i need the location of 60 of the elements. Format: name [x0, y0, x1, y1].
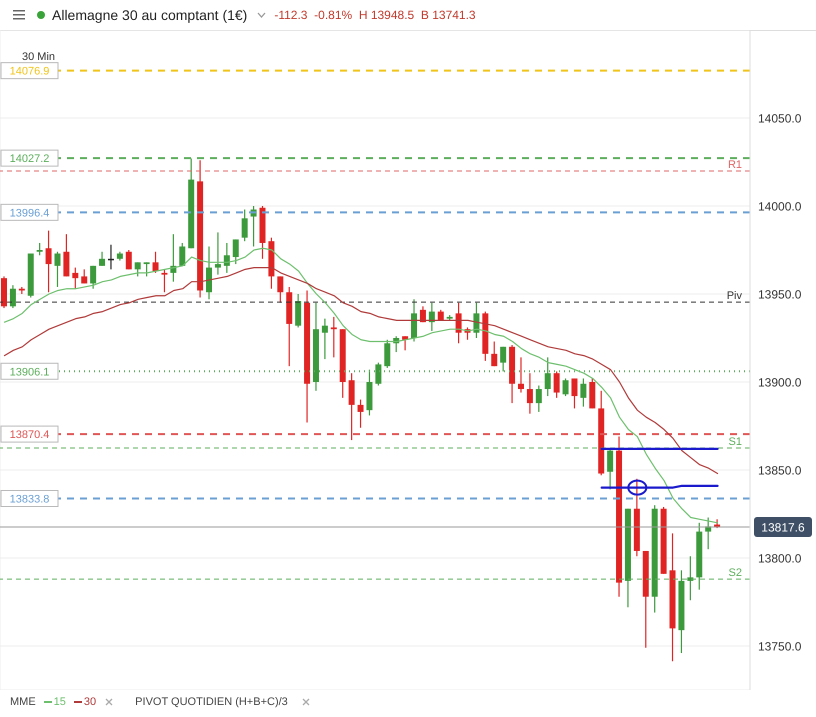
y-tick-label: 14050.0 [758, 111, 802, 126]
ref-line-label: S2 [728, 567, 742, 580]
candlestick [152, 251, 159, 274]
y-tick-label: 13900.0 [758, 375, 802, 390]
ref-line-label: 13996.4 [10, 207, 50, 220]
candlestick [179, 242, 186, 266]
candlestick [375, 362, 382, 386]
candlestick [126, 249, 132, 270]
candlestick [90, 265, 96, 290]
ref-line-label: S1 [728, 436, 742, 448]
ref-line-label: Piv [726, 290, 742, 302]
candlestick [232, 238, 239, 265]
y-tick-label: 13800.0 [758, 551, 802, 566]
ref-line-label: 14027.2 [10, 153, 50, 166]
chart-title: Allemagne 30 au comptant (1€) [52, 7, 248, 23]
legend-label: 30 [82, 696, 96, 708]
annotation: 30 Min [22, 51, 56, 63]
candlestick [134, 262, 141, 277]
line-series [4, 267, 718, 474]
candlestick [214, 232, 221, 276]
y-tick-label: 13850.0 [758, 463, 802, 478]
candlestick [544, 356, 551, 397]
ref-line-label: 13817.6 [761, 520, 806, 535]
ref-line-label: R1 [728, 158, 742, 171]
legend-label: 15 [52, 696, 66, 708]
y-tick-label: 14000.0 [758, 199, 802, 214]
chart-subtitle: -112.3 -0.81% H 13948.5 B 13741.3 [274, 8, 476, 22]
candlestick [607, 448, 614, 490]
candlestick [491, 340, 498, 367]
line-series [4, 248, 718, 524]
candlestick [384, 339, 390, 369]
candlestick [10, 284, 16, 309]
candlestick [580, 378, 586, 408]
candlestick [322, 318, 328, 360]
legend-title: MME [10, 696, 36, 708]
candlestick [277, 276, 284, 304]
candlestick [81, 268, 88, 284]
candlestick [428, 302, 435, 332]
candlestick [554, 370, 560, 398]
candlestick [99, 251, 106, 266]
candlestick [46, 230, 52, 293]
candlestick [72, 267, 78, 290]
text: PIVOT QUOTIDIEN (H+B+C)/3 [135, 696, 288, 708]
candlestick [562, 378, 569, 397]
ref-line-label: 14076.9 [10, 66, 50, 78]
candlestick [54, 251, 60, 288]
candlestick [358, 399, 364, 428]
candlestick [536, 384, 542, 413]
ref-line-label: 13870.4 [10, 429, 50, 442]
y-tick-label: 13950.0 [758, 287, 802, 302]
ref-line-label: 13833.8 [10, 494, 50, 506]
candlestick [518, 356, 524, 394]
candlestick [36, 242, 43, 256]
ref-line-label: 13906.1 [10, 366, 50, 378]
candlestick [500, 346, 506, 372]
candlestick [242, 208, 248, 242]
candlestick [108, 244, 114, 270]
y-tick-label: 13750.0 [758, 639, 802, 654]
candlestick [571, 378, 578, 409]
candlestick [526, 372, 533, 414]
